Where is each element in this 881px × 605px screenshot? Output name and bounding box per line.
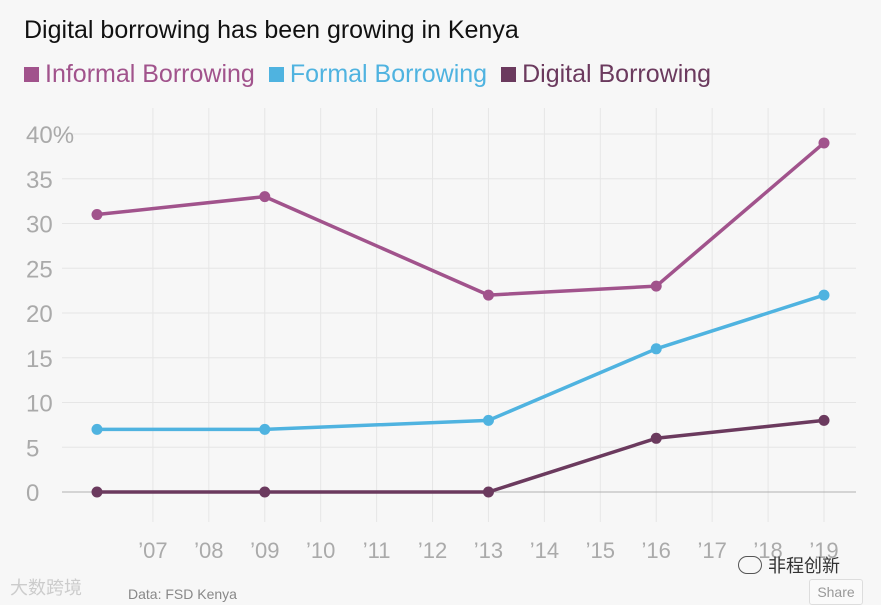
legend-label-informal: Informal Borrowing bbox=[45, 60, 255, 88]
data-point bbox=[482, 289, 494, 301]
legend-item-digital: Digital Borrowing bbox=[501, 60, 711, 89]
chart-title: Digital borrowing has been growing in Ke… bbox=[24, 16, 519, 44]
data-point bbox=[91, 209, 103, 221]
data-point bbox=[259, 486, 271, 498]
legend-label-digital: Digital Borrowing bbox=[522, 60, 712, 88]
data-point bbox=[482, 414, 494, 426]
x-tick-label: ’08 bbox=[194, 538, 223, 563]
data-point bbox=[818, 137, 830, 149]
data-point bbox=[818, 289, 830, 301]
y-tick-label: 40% bbox=[26, 122, 74, 149]
y-tick-label: 5 bbox=[26, 435, 39, 462]
legend-swatch-informal bbox=[24, 67, 39, 82]
data-point bbox=[91, 423, 103, 435]
x-tick-label: ’13 bbox=[474, 538, 503, 563]
y-tick-label: 20 bbox=[26, 301, 53, 328]
source-note: Data: FSD Kenya bbox=[128, 586, 237, 602]
x-tick-label: ’10 bbox=[306, 538, 335, 563]
data-point bbox=[650, 343, 662, 355]
x-tick-label: ’11 bbox=[363, 538, 391, 563]
legend-item-informal: Informal Borrowing bbox=[24, 60, 255, 89]
legend-item-formal: Formal Borrowing bbox=[268, 60, 488, 89]
x-tick-label: ’14 bbox=[530, 538, 559, 563]
watermark-right: 非程创新 bbox=[738, 552, 840, 578]
data-point bbox=[818, 414, 830, 426]
watermark-right-text: 非程创新 bbox=[768, 556, 840, 576]
y-tick-label: 0 bbox=[26, 480, 39, 507]
x-tick-label: ’07 bbox=[138, 538, 167, 563]
legend-label-formal: Formal Borrowing bbox=[289, 60, 488, 88]
x-tick-label: ’19 bbox=[809, 538, 838, 563]
series-line-1 bbox=[97, 293, 825, 432]
data-point bbox=[91, 486, 103, 498]
x-tick-label: ’17 bbox=[697, 538, 726, 563]
data-point bbox=[650, 280, 662, 292]
legend-swatch-digital bbox=[501, 67, 517, 82]
x-tick-label: ’12 bbox=[418, 538, 447, 563]
series-line-2 bbox=[97, 418, 825, 494]
y-tick-label: 15 bbox=[26, 346, 53, 373]
legend-swatch-formal bbox=[268, 67, 284, 82]
y-tick-label: 25 bbox=[26, 256, 53, 283]
data-point bbox=[259, 191, 271, 203]
y-tick-label: 30 bbox=[26, 212, 53, 239]
share-button[interactable]: Share bbox=[809, 579, 863, 605]
wechat-icon bbox=[738, 556, 762, 574]
x-tick-label: ’15 bbox=[586, 538, 615, 563]
x-tick-label: ’16 bbox=[642, 538, 671, 563]
data-point bbox=[259, 423, 271, 435]
data-point bbox=[482, 486, 494, 498]
x-tick-label: ’09 bbox=[250, 538, 279, 563]
y-tick-label: 10 bbox=[26, 391, 53, 418]
y-tick-label: 35 bbox=[26, 167, 53, 194]
series-line-0 bbox=[96, 141, 826, 297]
watermark-left: 大数跨境 bbox=[10, 578, 82, 598]
legend: Informal Borrowing Formal Borrowing Digi… bbox=[24, 60, 711, 89]
data-point bbox=[650, 432, 662, 444]
